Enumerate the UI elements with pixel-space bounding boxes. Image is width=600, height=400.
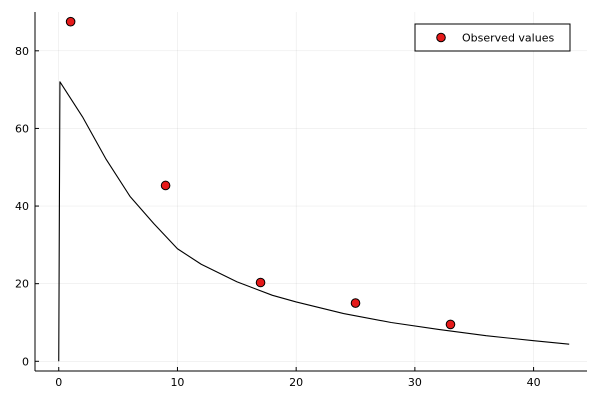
y-tick-label: 60: [15, 122, 29, 135]
x-tick-label: 20: [289, 376, 303, 389]
observed-point: [255, 277, 266, 288]
legend: Observed values: [414, 23, 571, 52]
x-tick-label: 30: [408, 376, 422, 389]
x-tick-label: 40: [527, 376, 541, 389]
y-tick-label: 0: [22, 355, 29, 368]
y-tick-label: 20: [15, 278, 29, 291]
line-layer: [58, 81, 570, 362]
observed-point: [350, 298, 361, 308]
y-tick-label: 40: [15, 200, 29, 213]
observed-point: [65, 16, 76, 27]
x-tick-label: 10: [170, 376, 184, 389]
y-tick-label: 80: [15, 45, 29, 58]
legend-marker-observed: [436, 32, 446, 43]
fitted-curve: [58, 81, 570, 362]
legend-label-observed: Observed values: [462, 32, 554, 45]
axes: [34, 12, 587, 372]
ticks-layer: 0 10 20 30 40 0 20 40 60 80: [15, 45, 541, 389]
points-layer: [65, 16, 456, 330]
observed-point: [160, 180, 171, 191]
x-tick-label: 0: [55, 376, 62, 389]
grid: [35, 12, 587, 371]
observed-point: [445, 319, 456, 330]
